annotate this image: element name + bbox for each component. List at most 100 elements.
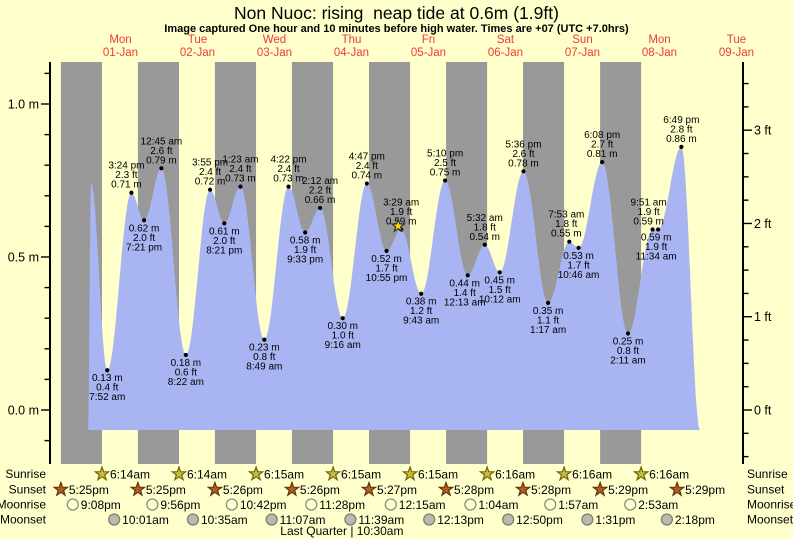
tide-extreme-dot: [238, 184, 243, 189]
tide-high-label-line: 5:10 pm: [427, 149, 463, 160]
sunset-star-icon: [591, 480, 609, 497]
tide-high-label-line: 2.4 ft: [199, 167, 221, 178]
moonset-time: 11:07am: [280, 513, 326, 527]
tide-extreme-dot: [576, 245, 581, 250]
moonrise-circle-icon: [544, 498, 557, 511]
tide-low-label-line: 1.5 ft: [489, 285, 511, 296]
moonrise-circle-icon: [66, 498, 79, 511]
tide-low-label-line: 8:21 pm: [206, 245, 242, 256]
moonrise-time: 2:53am: [638, 498, 678, 512]
sunrise-time: 6:16am: [495, 468, 535, 482]
tide-high-label-line: 12:45 am: [141, 136, 183, 147]
y-axis-right-label: 1 ft: [754, 310, 772, 324]
y-axis-right-label: 2 ft: [754, 217, 772, 231]
tide-high-label-line: 0.66 m: [305, 195, 336, 206]
tide-low-label-line: 0.35 m: [533, 306, 564, 317]
tide-high-label-line: 9:51 am: [631, 197, 667, 208]
tide-low-label-line: 8:22 am: [168, 377, 204, 388]
tide-high-label-line: 3:24 pm: [108, 161, 144, 172]
moonrise-circle-icon: [305, 498, 318, 511]
tide-extreme-dot: [303, 230, 308, 235]
sunset-time: 5:26pm: [223, 483, 263, 497]
tide-low-label-line: 0.8 ft: [253, 352, 275, 363]
row-label-left-sunset: Sunset: [9, 483, 47, 497]
tide-low-label-line: 0.59 m: [641, 232, 672, 243]
moonset-circle-icon: [423, 513, 436, 526]
moonset-time: 10:01am: [122, 513, 169, 527]
tide-high-label-line: 3:55 pm: [192, 158, 228, 169]
sunrise-star-icon: [324, 465, 342, 482]
day-label-date: 04-Jan: [334, 47, 369, 59]
day-label-dow: Mon: [648, 34, 670, 46]
tide-high-label-line: 4:47 pm: [349, 152, 385, 163]
tide-high-label-line: 5:36 pm: [505, 139, 541, 150]
moonset-circle-icon: [265, 513, 278, 526]
tide-extreme-dot: [207, 187, 213, 192]
tide-extreme-dot: [650, 227, 655, 232]
tide-high-label-line: 0.72 m: [195, 177, 226, 188]
sunrise-star-icon: [401, 465, 419, 482]
row-label-left-moonrise: Moonrise: [0, 498, 46, 512]
tide-high-label-line: 0.55 m: [551, 229, 582, 240]
moonset-circle-icon: [107, 513, 121, 526]
tide-low-label-line: 0.4 ft: [96, 383, 118, 394]
capture-note: Image captured One hour and 10 minutes b…: [164, 23, 629, 35]
y-axis-right-label: 3 ft: [754, 124, 772, 138]
tide-low-label-line: 1.7 ft: [567, 260, 589, 271]
row-label-right-moonset: Moonset: [747, 513, 793, 527]
tide-high-label-line: 0.59 m: [633, 216, 664, 227]
tide-low-label-line: 1.7 ft: [375, 263, 397, 274]
tide-extreme-dot: [546, 300, 551, 305]
tide-low-label-line: 0.38 m: [406, 297, 437, 308]
tide-low-label-line: 0.62 m: [129, 223, 160, 234]
tide-high-label-line: 2:12 am: [302, 176, 338, 187]
tide-extreme-dot: [159, 166, 164, 171]
tide-low-label-line: 10:46 am: [558, 270, 600, 281]
sunrise-time: 6:16am: [649, 468, 689, 482]
tide-low-label-line: 2.0 ft: [213, 236, 235, 247]
captured-time-marker-star-icon: [390, 217, 407, 233]
tide-high-label-line: 6:08 pm: [584, 130, 620, 141]
tide-low-label-line: 0.52 m: [371, 254, 402, 265]
sunset-time: 5:26pm: [300, 483, 340, 497]
tide-low-label-line: 2:11 am: [610, 356, 645, 367]
moonset-circle-icon: [660, 513, 674, 526]
tide-area: [88, 146, 700, 431]
tide-low-label-line: 7:52 am: [89, 392, 125, 403]
row-label-left-sunrise: Sunrise: [5, 467, 46, 481]
sunset-star-icon: [514, 480, 532, 497]
tide-low-label-line: 12:13 am: [444, 297, 486, 308]
tide-low-label-line: 0.18 m: [171, 358, 202, 369]
day-label-dow: Thu: [342, 34, 362, 46]
tide-extreme-dot: [105, 368, 110, 373]
moonrise-circle-icon: [384, 498, 397, 511]
tide-extreme-dot: [497, 270, 502, 275]
tide-high-label-line: 0.81 m: [587, 149, 618, 160]
tide-low-label-line: 8:49 am: [246, 362, 282, 373]
tide-high-label-line: 2.6 ft: [150, 146, 172, 157]
sunrise-time: 6:15am: [264, 468, 304, 482]
sunrise-time: 6:15am: [418, 468, 458, 482]
tide-extreme-dot: [129, 190, 134, 195]
tide-low-label-line: 0.30 m: [327, 321, 358, 332]
page-title: Non Nuoc: rising neap tide at 0.6m (1.9f…: [234, 3, 559, 23]
moonrise-time: 9:56pm: [160, 498, 200, 512]
day-label-date: 09-Jan: [719, 47, 754, 59]
tide-high-label-line: 2.7 ft: [591, 140, 613, 151]
tide-extreme-dot: [364, 181, 369, 186]
tide-high-label-line: 1.8 ft: [555, 219, 577, 230]
sunset-time: 5:28pm: [531, 483, 571, 497]
sunset-star-icon: [668, 480, 686, 497]
tide-low-label-line: 1.9 ft: [645, 242, 667, 253]
tide-high-label-line: 2.5 ft: [434, 158, 456, 169]
moonset-time: 12:13pm: [437, 513, 484, 527]
tide-low-label-line: 0.8 ft: [617, 346, 639, 357]
day-label-dow: Mon: [109, 34, 131, 46]
y-axis-left-label: 0.0 m: [8, 404, 39, 418]
sunset-star-icon: [360, 480, 378, 497]
sunrise-star-icon: [247, 465, 265, 482]
tide-low-label-line: 10:12 am: [479, 294, 521, 305]
moonset-circle-icon: [581, 513, 594, 526]
tide-low-label-line: 2.0 ft: [133, 233, 155, 244]
